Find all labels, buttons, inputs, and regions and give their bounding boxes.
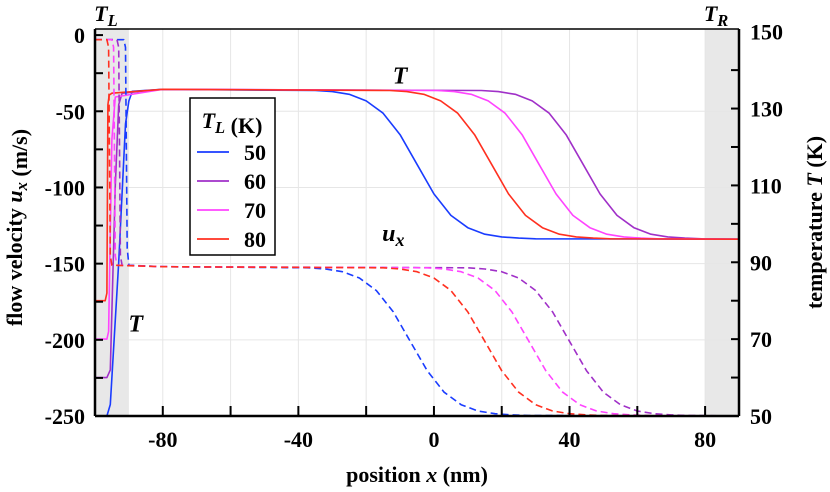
x-tick-label: 80 <box>694 427 716 452</box>
y-left-tick-label: 0 <box>74 23 85 48</box>
annotation-t: T <box>393 64 409 90</box>
series-T-50 <box>95 88 740 417</box>
legend-title: TL (K) <box>202 108 263 138</box>
y-right-tick-label: 150 <box>750 20 783 45</box>
x-tick-label: -40 <box>284 427 313 452</box>
series-ux-60 <box>95 38 740 417</box>
legend-label-50: 50 <box>244 140 266 165</box>
shaded-region-tr <box>705 29 739 416</box>
legend-label-80: 80 <box>244 227 266 252</box>
y-right-axis-label: temperature T (K) <box>802 136 827 309</box>
legend-label-70: 70 <box>244 198 266 223</box>
series-ux-50 <box>95 38 740 417</box>
series-T-70 <box>95 88 740 340</box>
legend: 50 60 70 80 <box>189 97 276 256</box>
y-left-tick-label: -200 <box>45 328 85 353</box>
region-label: TR <box>704 1 728 30</box>
legend-label-60: 60 <box>244 169 266 194</box>
x-tick-label: -80 <box>148 427 177 452</box>
y-right-tick-label: 50 <box>750 404 772 429</box>
y-right-tick-label: 70 <box>750 327 772 352</box>
series-ux-80 <box>95 38 740 417</box>
x-tick-label: 40 <box>559 427 581 452</box>
y-left-tick-label: -100 <box>45 175 85 200</box>
annotation-t: T <box>128 311 144 337</box>
annotation-ux: ux <box>382 221 404 250</box>
x-tick-label: 0 <box>428 427 439 452</box>
y-left-tick-label: -50 <box>56 99 85 124</box>
series-ux-70 <box>95 38 740 417</box>
y-left-axis-label: flow velocity ux (m/s) <box>2 129 32 326</box>
y-right-tick-label: 130 <box>750 97 783 122</box>
legend-box <box>189 97 276 256</box>
y-right-tick-label: 90 <box>750 250 772 275</box>
y-left-tick-label: -250 <box>45 404 85 429</box>
x-axis-label: position x (nm) <box>346 462 488 487</box>
y-left-tick-label: -150 <box>45 252 85 277</box>
shaded-region-tl <box>95 29 129 416</box>
series-T-60 <box>95 88 740 379</box>
region-label: TL <box>94 1 118 30</box>
y-right-tick-label: 110 <box>750 173 782 198</box>
